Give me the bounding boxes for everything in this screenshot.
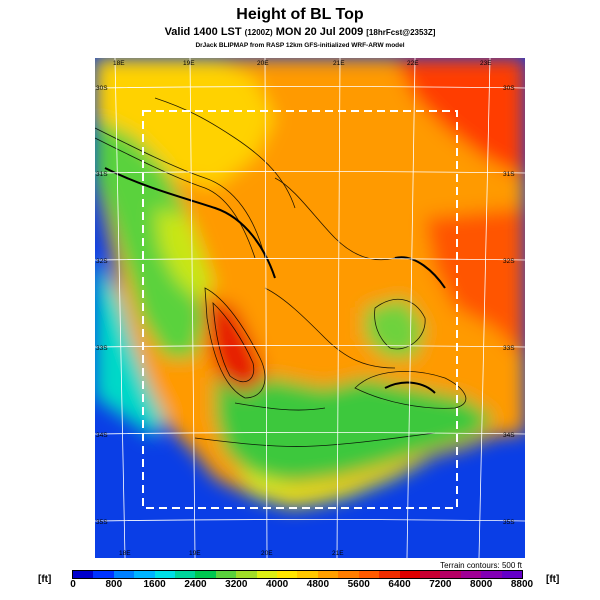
lon-label-top-18e: 18E: [113, 60, 125, 67]
terrain-contours: [95, 97, 467, 447]
lat-label-left-31s: 31S: [96, 171, 108, 178]
colorbar-tick-label: 800: [105, 579, 123, 590]
lat-label-right-34s: 34S: [503, 432, 515, 439]
colorbar-tick-label: 3200: [225, 579, 248, 590]
colorbar-tick-label: 8800: [510, 579, 534, 590]
colorbar-segment: [277, 571, 298, 578]
color-scale-labels: 0 800 1600 2400 3200 4000 4800 5600 6400 7200 8000…: [70, 579, 533, 593]
map-title: Height of BL Top: [236, 6, 364, 23]
colorbar-segment: [460, 571, 482, 578]
lon-label-bottom-18e: 18E: [119, 550, 131, 557]
land-east-red: [425, 208, 525, 358]
colorbar-segment: [338, 571, 359, 578]
colorbar-segment: [481, 571, 502, 578]
bl-top-map: 18E 19E 20E 21E 22E 23E 30S 31S 32S 33S …: [95, 58, 525, 558]
colorbar-segment: [236, 571, 257, 578]
lat-label-left-35s: 35S: [96, 519, 108, 526]
colorbar-segment: [73, 571, 94, 578]
colorbar-segment: [195, 571, 216, 578]
lon-label-top-22e: 22E: [407, 60, 419, 67]
colorbar-tick-label: 4000: [265, 579, 289, 590]
lat-label-right-33s: 33S: [503, 345, 515, 352]
colorbar-tick-label: 7200: [429, 579, 452, 590]
colorbar-segment: [215, 571, 237, 578]
colorbar-segment: [399, 571, 420, 578]
land-north-yellow: [95, 58, 275, 188]
colorbar-unit-right: [ft]: [546, 574, 560, 585]
model-credit: DrJack BLIPMAP from RASP 12km GFS-initia…: [195, 42, 405, 49]
colorbar-segment: [256, 571, 278, 578]
land-coastal-cyan: [95, 258, 165, 438]
colorbar-segment: [113, 571, 135, 578]
lon-label-bottom-20e: 20E: [261, 550, 273, 557]
lat-label-right-32s: 32S: [503, 258, 515, 265]
utc-time: (1200Z): [244, 28, 273, 37]
colorbar-tick-label: 8000: [470, 579, 493, 590]
colorbar-segment: [419, 571, 441, 578]
colorbar-segment: [175, 571, 196, 578]
colorbar-tick-label: 1600: [143, 579, 166, 590]
lat-label-right-30s: 30S: [503, 85, 515, 92]
colorbar-tick-label: 0: [70, 579, 76, 590]
lat-label-left-33s: 33S: [96, 345, 108, 352]
valid-time: Valid 1400 LST: [164, 26, 242, 38]
lon-label-top-21e: 21E: [333, 60, 345, 67]
colorbar-tick-label: 4800: [306, 579, 330, 590]
colorbar-tick-label: 6400: [388, 579, 411, 590]
map-subtitle: Valid 1400 LST (1200Z) MON 20 Jul 2009 […: [0, 26, 600, 38]
lon-label-top-20e: 20E: [257, 60, 269, 67]
lat-label-left-32s: 32S: [96, 258, 108, 265]
colorbar-segment: [440, 571, 461, 578]
land-mid-green: [365, 298, 425, 358]
land-west-yellow: [155, 208, 215, 298]
lon-label-bottom-21e: 21E: [332, 550, 344, 557]
colorbar-segment: [297, 571, 318, 578]
colorbar-unit-left: [ft]: [38, 574, 52, 585]
lon-label-top-23e: 23E: [480, 60, 492, 67]
land-south-yellow: [235, 456, 435, 506]
lat-label-right-31s: 31S: [503, 171, 515, 178]
land-west-green: [95, 118, 205, 358]
thick-contours: [104, 167, 446, 394]
colorbar-segment: [379, 571, 400, 578]
lat-label-left-34s: 34S: [96, 432, 108, 439]
valid-date: MON 20 Jul 2009: [275, 26, 364, 38]
forecast-info: [18hrFcst@2353Z]: [366, 28, 436, 37]
terrain-contours-note: Terrain contours: 500 ft: [440, 561, 522, 570]
color-scale-bar: [72, 570, 523, 579]
colorbar-segment: [358, 571, 380, 578]
inner-domain-box: [142, 110, 458, 509]
colorbar-segment: [501, 571, 522, 578]
colorbar-segment: [154, 571, 176, 578]
colorbar-segment: [93, 571, 114, 578]
lon-label-top-19e: 19E: [183, 60, 195, 67]
latlon-grid: [95, 58, 525, 558]
colorbar-segment: [134, 571, 155, 578]
colorbar-tick-label: 5600: [347, 579, 370, 590]
land-north-red: [395, 58, 525, 178]
lat-label-left-30s: 30S: [96, 85, 108, 92]
colorbar-segment: [317, 571, 339, 578]
land-south-green: [215, 378, 495, 483]
lat-label-right-35s: 35S: [503, 519, 515, 526]
colorbar-tick-label: 2400: [184, 579, 207, 590]
lon-label-bottom-19e: 19E: [189, 550, 201, 557]
